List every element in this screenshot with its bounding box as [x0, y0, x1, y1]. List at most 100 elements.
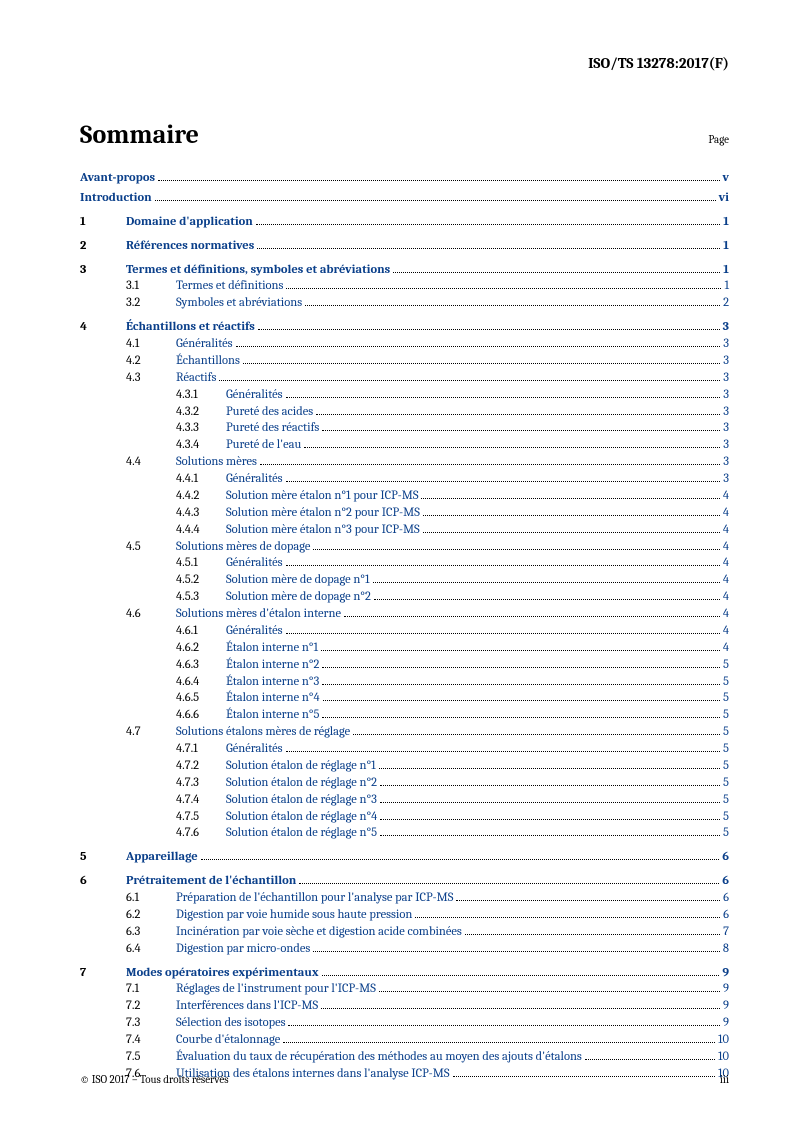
toc-entry[interactable]: 4.6.2Étalon interne n°1 4 — [80, 640, 729, 657]
toc-leader — [465, 925, 720, 934]
toc-entry[interactable]: 7.5Évaluation du taux de récupération de… — [80, 1049, 729, 1066]
toc-leader — [256, 215, 720, 224]
toc-leader — [380, 793, 720, 802]
toc-entry-title: Solution étalon de réglage n°2 — [226, 775, 377, 792]
toc-entry[interactable]: Avant-proposv — [80, 170, 729, 187]
toc-entry[interactable]: 4.7Solutions étalons mères de réglage5 — [80, 724, 729, 741]
toc-leader — [353, 726, 720, 735]
toc-entry[interactable]: 6.2Digestion par voie humide sous haute … — [80, 907, 729, 924]
toc-leader — [322, 422, 720, 431]
toc-leader — [393, 263, 720, 272]
toc-entry[interactable]: 4.6.1Généralités4 — [80, 623, 729, 640]
toc-leader — [421, 490, 719, 499]
toc-entry[interactable]: 4.6.4Étalon interne n°35 — [80, 674, 729, 691]
toc-entry[interactable]: 6.3Incinération par voie sèche et digest… — [80, 924, 729, 941]
toc-entry-page: 4 — [723, 623, 729, 640]
toc-leader — [415, 909, 720, 918]
toc-entry[interactable]: 4.5.3Solution mère de dopage n°24 — [80, 589, 729, 606]
toc-entry[interactable]: 4.6.5Étalon interne n°45 — [80, 690, 729, 707]
toc-entry[interactable]: 4.2Échantillons3 — [80, 353, 729, 370]
toc-entry-page: 5 — [723, 690, 729, 707]
toc-entry[interactable]: 4.3.2Pureté des acides3 — [80, 404, 729, 421]
toc-entry-title: Réactifs — [176, 370, 216, 387]
toc-entry[interactable]: 4.6.3Étalon interne n°25 — [80, 657, 729, 674]
toc-entry[interactable]: 4.5.1Généralités4 — [80, 555, 729, 572]
toc-entry-title: Solution mère de dopage n°2 — [226, 589, 371, 606]
toc-leader — [380, 827, 720, 836]
toc-entry[interactable]: 4.3.1Généralités3 — [80, 387, 729, 404]
toc-entry[interactable]: 1Domaine d'application1 — [80, 214, 729, 231]
toc-leader — [257, 239, 720, 248]
toc-entry[interactable]: 4.5.2Solution mère de dopage n°14 — [80, 572, 729, 589]
toc-entry[interactable]: 4.7.6Solution étalon de réglage n°55 — [80, 825, 729, 842]
toc-entry-title: Pureté des réactifs — [226, 420, 319, 437]
toc-entry-page: 4 — [723, 640, 729, 657]
toc-entry[interactable]: 4.7.3Solution étalon de réglage n°25 — [80, 775, 729, 792]
toc-entry[interactable]: 3.1Termes et définitions1 — [80, 278, 729, 295]
toc-entry[interactable]: 5Appareillage6 — [80, 849, 729, 866]
toc-entry[interactable]: Introductionvi — [80, 190, 729, 207]
toc-entry[interactable]: 4.1Généralités3 — [80, 336, 729, 353]
toc-leader — [286, 473, 721, 482]
toc-entry[interactable]: 4.4.2Solution mère étalon n°1 pour ICP-M… — [80, 488, 729, 505]
toc-entry[interactable]: 4.4.3Solution mère étalon n°2 pour ICP-M… — [80, 505, 729, 522]
toc-entry-number: 4.7 — [126, 724, 176, 741]
toc-entry[interactable]: 6Prétraitement de l'échantillon6 — [80, 873, 729, 890]
page-column-label: Page — [708, 133, 729, 146]
toc-entry[interactable]: 7.1Réglages de l'instrument pour l'ICP-M… — [80, 981, 729, 998]
toc-entry[interactable]: 7.4Courbe d'étalonnage10 — [80, 1032, 729, 1049]
toc-entry[interactable]: 4.4.4Solution mère étalon n°3 pour ICP-M… — [80, 522, 729, 539]
toc-entry[interactable]: 7.2Interférences dans l'ICP-MS9 — [80, 998, 729, 1015]
toc-leader — [380, 810, 720, 819]
toc-entry[interactable]: 3.2Symboles et abréviations2 — [80, 295, 729, 312]
toc-entry-title: Généralités — [226, 741, 283, 758]
toc-entry[interactable]: 2Références normatives1 — [80, 238, 729, 255]
toc-entry-title: Solution mère de dopage n°1 — [226, 572, 370, 589]
toc-entry[interactable]: 7.3Sélection des isotopes9 — [80, 1015, 729, 1032]
toc-leader — [286, 280, 721, 289]
toc-entry-title: Pureté des acides — [226, 404, 313, 421]
toc-entry[interactable]: 4.7.1Généralités5 — [80, 741, 729, 758]
toc-entry[interactable]: 4.6Solutions mères d'étalon interne4 — [80, 606, 729, 623]
toc-entry-number: 4.3.4 — [176, 437, 226, 454]
toc-entry[interactable]: 4.4Solutions mères3 — [80, 454, 729, 471]
toc-entry-page: 5 — [723, 758, 729, 775]
toc-leader — [322, 675, 720, 684]
toc-entry-page: 6 — [722, 873, 729, 890]
toc-entry-title: Échantillons et réactifs — [126, 319, 255, 336]
toc-entry[interactable]: 4.3Réactifs3 — [80, 370, 729, 387]
toc-entry-page: 4 — [723, 572, 729, 589]
toc-entry-page: 7 — [723, 924, 729, 941]
toc-entry-number: 4.7.4 — [176, 792, 226, 809]
toc-entry[interactable]: 4.7.4Solution étalon de réglage n°35 — [80, 792, 729, 809]
toc-leader — [379, 983, 720, 992]
toc-entry-number: 4.6.5 — [176, 690, 226, 707]
toc-entry-number: 7.1 — [126, 981, 176, 998]
toc-entry-title: Solution mère étalon n°2 pour ICP-MS — [226, 505, 420, 522]
toc-entry-page: 6 — [723, 907, 729, 924]
toc-entry[interactable]: 4.5Solutions mères de dopage4 — [80, 539, 729, 556]
toc-entry-title: Généralités — [226, 555, 283, 572]
toc-entry[interactable]: 3Termes et définitions, symboles et abré… — [80, 262, 729, 279]
toc-entry-title: Solutions mères — [176, 454, 257, 471]
toc-leader — [305, 297, 720, 306]
toc-entry[interactable]: 4.3.4Pureté de l'eau3 — [80, 437, 729, 454]
toc-entry[interactable]: 4.3.3Pureté des réactifs3 — [80, 420, 729, 437]
toc-entry[interactable]: 4Échantillons et réactifs3 — [80, 319, 729, 336]
toc-leader — [299, 875, 719, 884]
toc-entry-number: 4.6.2 — [176, 640, 226, 657]
toc-entry[interactable]: 4.4.1Généralités3 — [80, 471, 729, 488]
toc-entry[interactable]: 4.7.2Solution étalon de réglage n°15 — [80, 758, 729, 775]
toc-entry[interactable]: 4.6.6Étalon interne n°55 — [80, 707, 729, 724]
toc-leader — [286, 743, 720, 752]
toc-entry-page: 6 — [722, 849, 729, 866]
toc-entry[interactable]: 4.7.5Solution étalon de réglage n°45 — [80, 809, 729, 826]
toc-entry-page: 4 — [723, 488, 729, 505]
toc-entry-page: 6 — [723, 890, 729, 907]
toc-entry-number: 4.7.5 — [176, 809, 226, 826]
toc-entry[interactable]: 6.4Digestion par micro-ondes8 — [80, 941, 729, 958]
toc-entry-title: Étalon interne n°1 — [226, 640, 318, 657]
toc-leader — [236, 338, 721, 347]
toc-entry[interactable]: 6.1Préparation de l'échantillon pour l'a… — [80, 890, 729, 907]
toc-entry[interactable]: 7Modes opératoires expérimentaux9 — [80, 965, 729, 982]
